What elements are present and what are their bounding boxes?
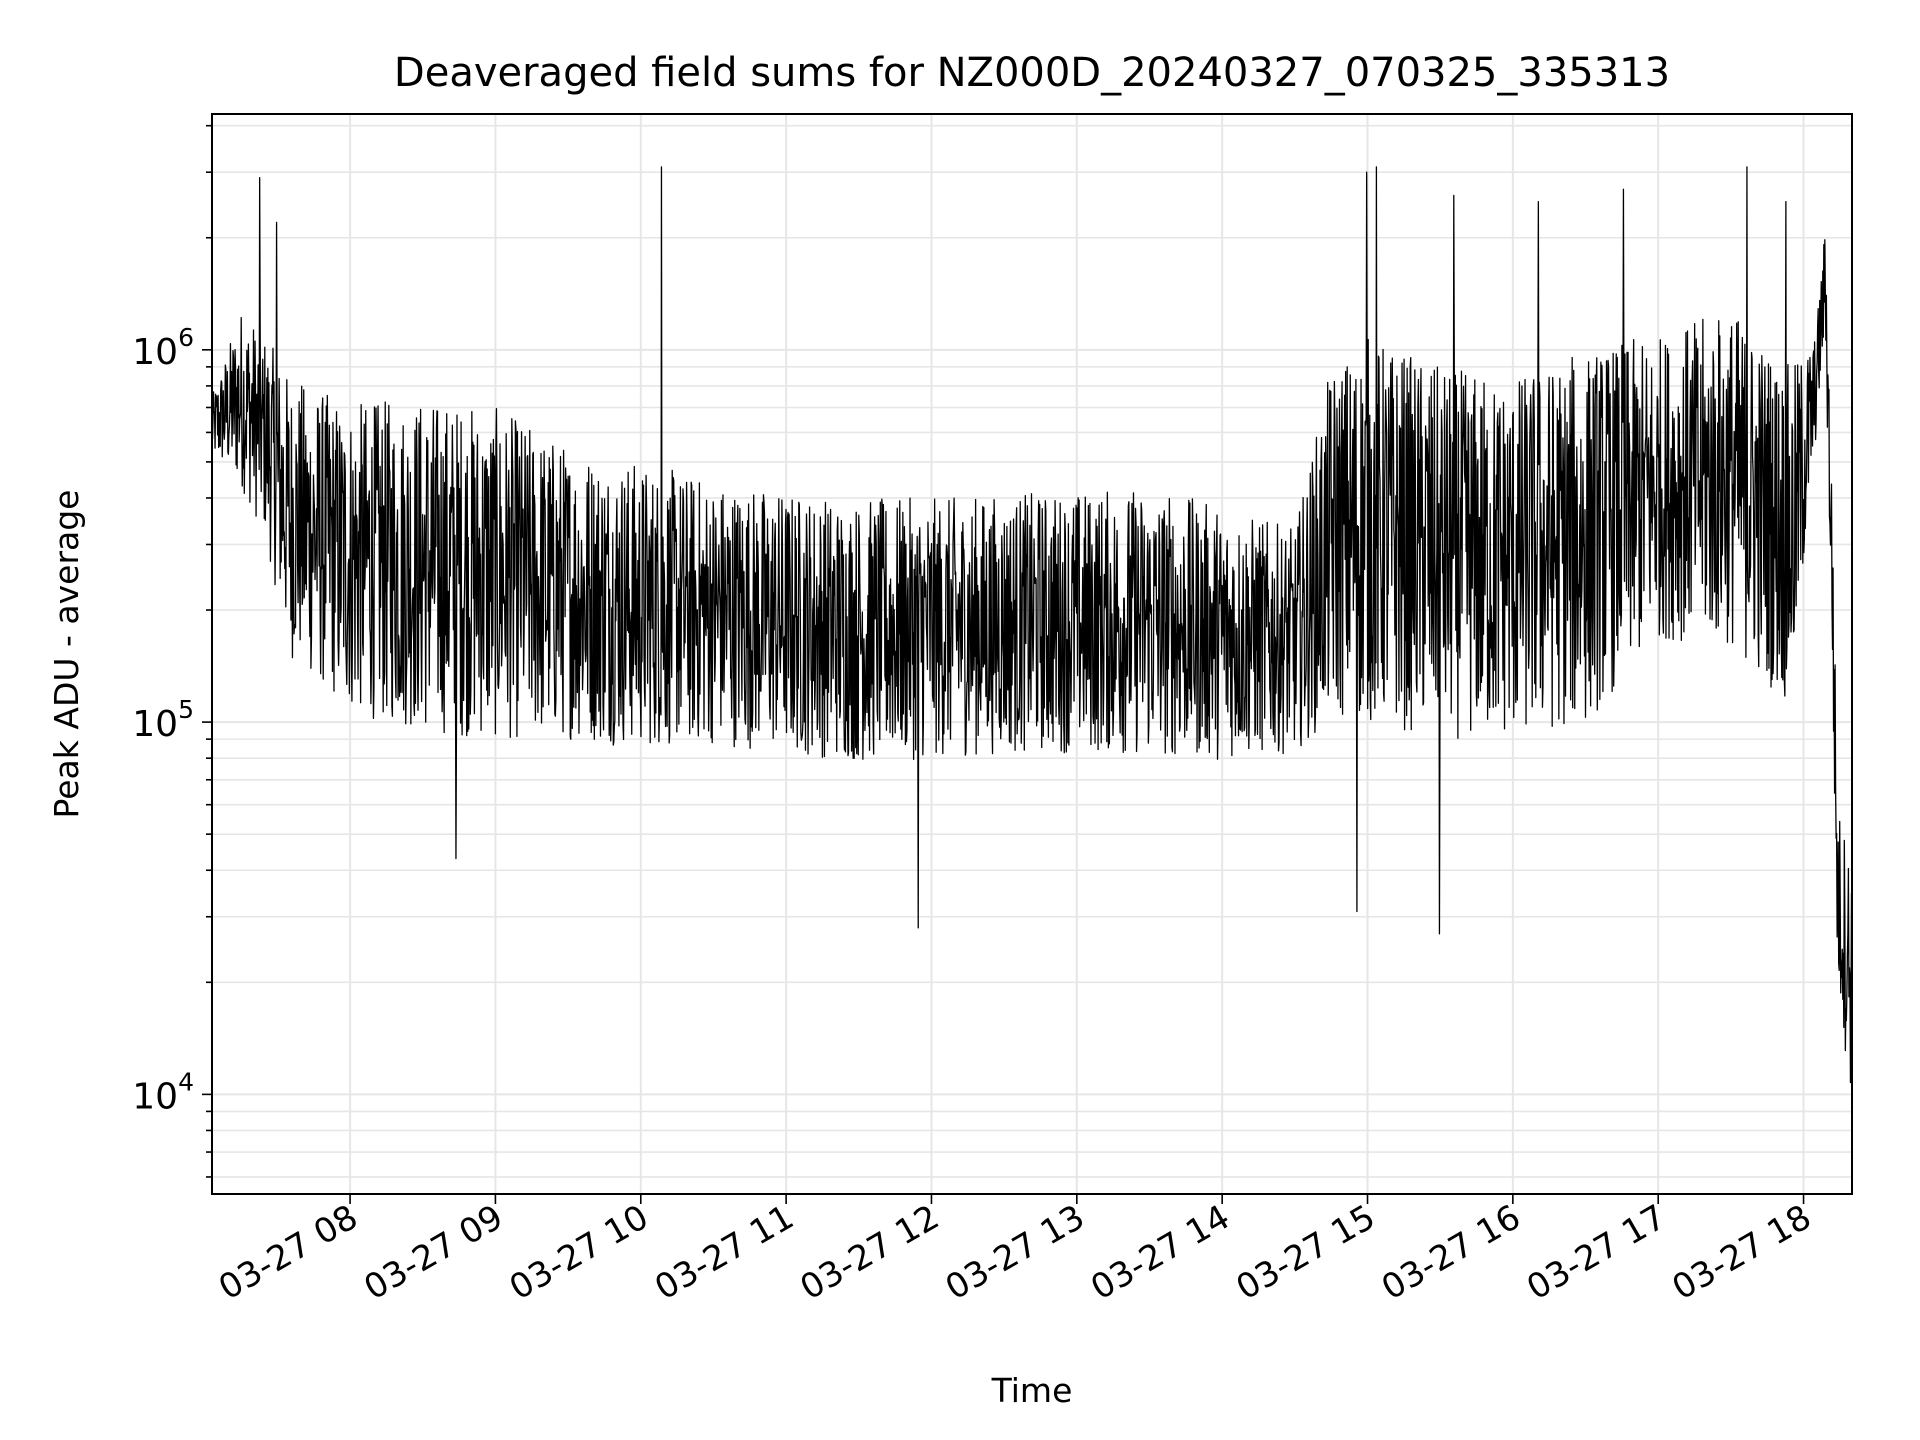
y-tick-label: 106 bbox=[132, 323, 194, 373]
y-tick-exponent: 4 bbox=[178, 1067, 194, 1096]
plot-frame bbox=[211, 113, 1853, 1195]
series-line bbox=[211, 166, 1853, 1084]
grid bbox=[212, 114, 1852, 1194]
y-tick-exponent: 6 bbox=[178, 323, 194, 352]
y-axis-label: Peak ADU - average bbox=[47, 490, 86, 819]
y-tick-base: 10 bbox=[132, 1076, 178, 1117]
y-tick-label: 104 bbox=[132, 1067, 194, 1117]
series-path bbox=[211, 166, 1853, 1084]
y-tick-label: 105 bbox=[132, 695, 194, 745]
chart-title: Deaveraged field sums for NZ000D_2024032… bbox=[394, 50, 1670, 96]
x-axis-label: Time bbox=[991, 1371, 1073, 1410]
y-tick-base: 10 bbox=[132, 704, 178, 745]
y-tick-exponent: 5 bbox=[178, 695, 194, 724]
y-tick-base: 10 bbox=[132, 332, 178, 373]
